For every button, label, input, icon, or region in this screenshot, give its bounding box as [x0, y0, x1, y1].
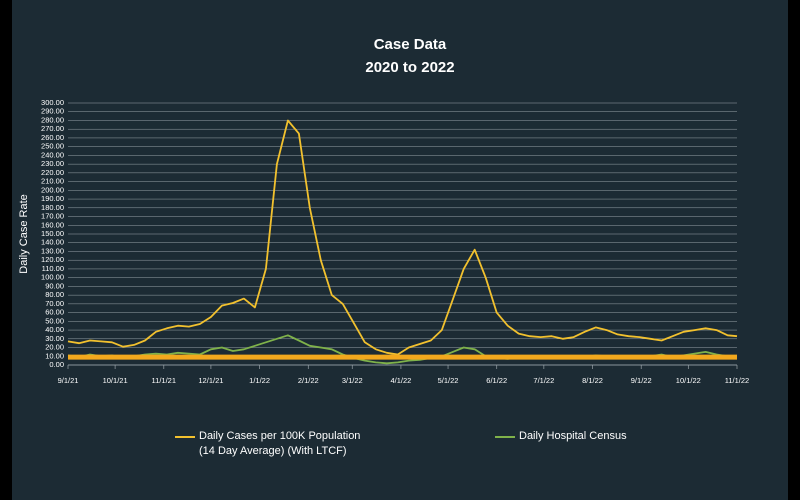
x-tick-label: 12/1/21	[198, 376, 223, 385]
y-tick-label: 180.00	[41, 203, 64, 212]
x-tick-label: 8/1/22	[582, 376, 603, 385]
x-tick-label: 4/1/22	[390, 376, 411, 385]
y-tick-label: 30.00	[45, 334, 64, 343]
y-tick-label: 210.00	[41, 177, 64, 186]
x-tick-label: 5/1/22	[438, 376, 459, 385]
y-tick-label: 170.00	[41, 212, 64, 221]
y-tick-label: 190.00	[41, 194, 64, 203]
y-tick-label: 250.00	[41, 142, 64, 151]
y-tick-label: 40.00	[45, 325, 64, 334]
y-tick-label: 200.00	[41, 185, 64, 194]
y-tick-label: 300.00	[41, 98, 64, 107]
y-tick-label: 60.00	[45, 308, 64, 317]
x-tick-label: 9/1/22	[631, 376, 652, 385]
x-tick-label: 7/1/22	[533, 376, 554, 385]
x-tick-label: 10/1/22	[676, 376, 701, 385]
y-tick-label: 0.00	[49, 360, 64, 369]
chart-subtitle: 2020 to 2022	[365, 59, 454, 76]
y-tick-label: 220.00	[41, 168, 64, 177]
y-tick-label: 10.00	[45, 351, 64, 360]
y-tick-label: 140.00	[41, 238, 64, 247]
chart-title: Case Data	[374, 36, 447, 53]
x-tick-label: 10/1/21	[103, 376, 128, 385]
x-tick-label: 1/1/22	[249, 376, 270, 385]
x-tick-label: 9/1/21	[58, 376, 79, 385]
x-tick-label: 2/1/22	[298, 376, 319, 385]
slide-background	[12, 0, 788, 500]
y-tick-label: 280.00	[41, 115, 64, 124]
series-line	[67, 119, 738, 356]
legend-label: Daily Hospital Census	[519, 430, 627, 442]
y-tick-label: 150.00	[41, 229, 64, 238]
y-tick-label: 240.00	[41, 150, 64, 159]
y-tick-label: 90.00	[45, 281, 64, 290]
y-tick-label: 50.00	[45, 316, 64, 325]
y-tick-label: 260.00	[41, 133, 64, 142]
y-tick-label: 270.00	[41, 124, 64, 133]
y-tick-label: 100.00	[41, 273, 64, 282]
y-tick-label: 120.00	[41, 255, 64, 264]
y-tick-label: 290.00	[41, 107, 64, 116]
y-tick-label: 80.00	[45, 290, 64, 299]
x-tick-label: 11/1/21	[152, 376, 176, 385]
x-tick-label: 11/1/22	[725, 376, 749, 385]
y-tick-label: 20.00	[45, 343, 64, 352]
y-tick-label: 160.00	[41, 220, 64, 229]
y-axis-label: Daily Case Rate	[18, 194, 30, 273]
x-tick-label: 3/1/22	[342, 376, 363, 385]
y-tick-label: 110.00	[42, 264, 64, 273]
y-tick-label: 230.00	[41, 159, 64, 168]
x-tick-label: 6/1/22	[486, 376, 507, 385]
y-tick-label: 130.00	[41, 246, 64, 255]
y-tick-label: 70.00	[45, 299, 64, 308]
legend-label: Daily Cases per 100K Population (14 Day …	[199, 430, 361, 457]
